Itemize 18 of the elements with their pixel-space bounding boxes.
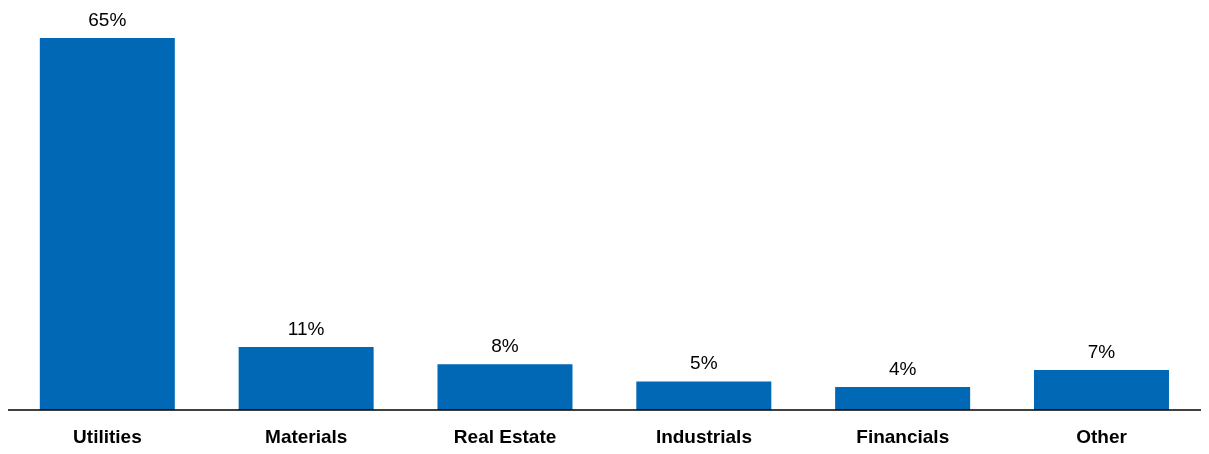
x-tick-label: Materials	[265, 426, 348, 448]
x-tick-label: Other	[1076, 426, 1128, 448]
bar	[437, 364, 573, 410]
x-tick-label: Industrials	[655, 426, 752, 448]
bar	[39, 38, 175, 410]
x-tick-label: Real Estate	[453, 426, 557, 448]
bar	[636, 381, 772, 410]
data-label: 5%	[690, 352, 718, 374]
data-label: 7%	[1087, 340, 1116, 362]
bar	[1033, 369, 1169, 410]
bar	[238, 347, 374, 410]
bar	[835, 387, 971, 410]
x-tick-label: Utilities	[73, 426, 142, 448]
data-label: 11%	[287, 318, 325, 340]
data-label: 4%	[888, 358, 917, 380]
data-label: 8%	[491, 335, 519, 357]
x-tick-label: Financials	[856, 426, 950, 448]
data-label: 65%	[88, 9, 127, 30]
